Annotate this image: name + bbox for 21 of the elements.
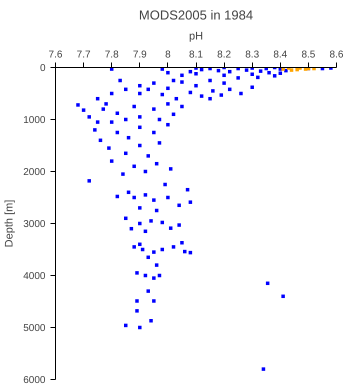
chart-title: MODS2005 in 1984 [138, 8, 254, 22]
x-tick-label: 8.6 [330, 50, 344, 60]
y-tick-label: 2000 [23, 167, 46, 178]
y-tick-label: 5000 [23, 323, 46, 334]
x-tick-label: 8.5 [301, 50, 316, 60]
x-tick-label: 7.8 [104, 50, 120, 60]
x-tick-label: 7.7 [76, 50, 91, 60]
y-tick-label: 0 [40, 63, 46, 74]
x-tick-label: 8 [165, 50, 172, 60]
y-tick-label: 4000 [23, 271, 46, 282]
x-tick-label: 8.3 [245, 50, 260, 60]
x-tick-label: 8.1 [189, 50, 204, 60]
y-tick-label: 3000 [23, 219, 46, 230]
x-tick-label: 7.6 [48, 50, 63, 60]
x-axis-title: pH [188, 30, 204, 42]
x-tick-label: 8.4 [273, 50, 288, 60]
x-tick-label: 8.2 [217, 50, 232, 60]
x-tick-label: 7.9 [132, 50, 148, 60]
y-tick-label: 6000 [23, 375, 46, 384]
y-tick-label: 1000 [23, 115, 46, 126]
y-axis-title: Depth [m] [3, 200, 16, 248]
